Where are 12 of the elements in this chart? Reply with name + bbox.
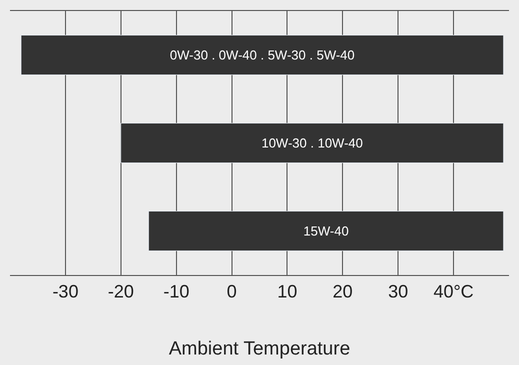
y-tick-label: 0W-30 . 0W-40 . 5W-30 . 5W-40 bbox=[170, 48, 355, 62]
x-tick-label: 0 bbox=[226, 282, 237, 302]
x-axis-title: Ambient Temperature bbox=[168, 338, 350, 360]
x-tick-label: 10 bbox=[277, 282, 298, 302]
y-tick-label: 15W-40 bbox=[303, 224, 349, 238]
y-tick-label: 10W-30 . 10W-40 bbox=[261, 136, 363, 150]
x-tick-label: 20 bbox=[332, 282, 353, 302]
x-tick-label: 40°C bbox=[433, 282, 474, 302]
x-tick-label: -20 bbox=[108, 282, 134, 302]
x-tick-label: -30 bbox=[52, 282, 78, 302]
x-tick-label: -10 bbox=[163, 282, 190, 302]
x-tick-label: 30 bbox=[388, 282, 408, 302]
